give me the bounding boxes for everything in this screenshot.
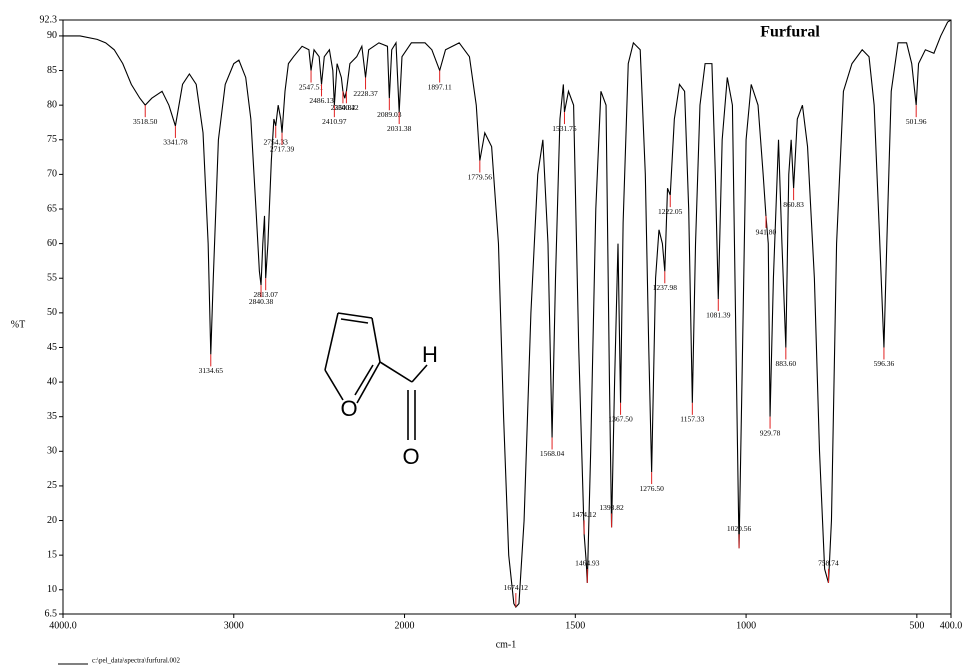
structure	[324, 312, 428, 440]
peak-label: 1020.56	[727, 524, 752, 533]
y-tick-label: 25	[47, 480, 57, 491]
peak-label: 1897.11	[428, 82, 452, 91]
peak-label: 1464.93	[575, 559, 600, 568]
bond	[411, 364, 428, 383]
peak-label: 2754.33	[264, 138, 289, 147]
peak-label: 883.60	[776, 359, 797, 368]
peak-label: 1157.33	[680, 415, 704, 424]
x-tick-label: 1000	[736, 620, 756, 631]
atom-label: H	[422, 342, 438, 367]
y-tick-label: 35	[47, 411, 57, 422]
peak-label: 1367.50	[608, 415, 633, 424]
peak-label: 758.74	[818, 559, 839, 568]
bond	[324, 369, 344, 401]
y-tick-label: 80	[47, 99, 57, 110]
peak-label: 3518.50	[133, 117, 158, 126]
y-tick-label: 90	[47, 30, 57, 41]
peak-label: 1568.04	[540, 449, 565, 458]
y-tick-label: 65	[47, 203, 57, 214]
bond	[371, 317, 381, 363]
bond	[379, 361, 413, 383]
peak-label: 1222.05	[658, 207, 683, 216]
bond	[340, 318, 369, 324]
x-tick-label: 400.0	[940, 620, 963, 631]
peak-label: 929.78	[760, 428, 781, 437]
x-tick-label: 1500	[565, 620, 585, 631]
spectrum-line	[63, 19, 952, 609]
y-tick-label: 15	[47, 549, 57, 560]
y-tick-label: 60	[47, 238, 57, 249]
chart-title: Furfural	[760, 24, 820, 41]
y-tick-label: 75	[47, 134, 57, 145]
peak-label: 2547.51	[299, 82, 324, 91]
peak-label: 1393.82	[599, 503, 624, 512]
peak-label: 2840.38	[249, 297, 274, 306]
x-tick-label: 3000	[224, 620, 244, 631]
peak-label: 501.96	[906, 117, 927, 126]
peak-label: 3134.65	[199, 366, 224, 375]
bond	[324, 312, 339, 371]
peak-label: 1531.75	[552, 124, 577, 133]
peak-label: 1674.12	[504, 583, 529, 592]
y-tick-label: 6.5	[45, 608, 58, 619]
x-tick-label: 2000	[395, 620, 415, 631]
peak-label: 2031.38	[387, 124, 412, 133]
peak-label: 1081.39	[706, 311, 731, 320]
peak-label: 941.80	[756, 228, 777, 237]
y-tick-label: 70	[47, 169, 57, 180]
y-tick-label: 50	[47, 307, 57, 318]
y-tick-label: 55	[47, 273, 57, 284]
y-tick-label: 30	[47, 446, 57, 457]
peak-label: 2813.07	[254, 290, 279, 299]
y-tick-label: 45	[47, 342, 57, 353]
peak-label: 3341.78	[163, 138, 188, 147]
bond	[356, 361, 381, 404]
atom-label: O	[402, 444, 419, 469]
bond	[354, 364, 374, 396]
peak-label: 860.83	[783, 200, 804, 209]
y-tick-label: 92.3	[40, 14, 58, 25]
peak-label: 596.36	[874, 359, 895, 368]
y-tick-label: 85	[47, 65, 57, 76]
peak-label: 2486.13	[309, 96, 334, 105]
y-tick-label: 20	[47, 515, 57, 526]
peak-label: 2360.82	[331, 103, 356, 112]
peak-label: 1474.12	[572, 510, 597, 519]
y-tick-label: 10	[47, 584, 57, 595]
peak-label: 2340.42	[334, 103, 359, 112]
peak-label: 2410.97	[322, 117, 347, 126]
legend-label: c:\pel_data\spectra\furfural.002	[92, 657, 181, 665]
peak-label: 1779.56	[468, 172, 493, 181]
plot-frame	[62, 19, 952, 615]
bond	[337, 312, 373, 319]
atom-label: O	[340, 396, 357, 421]
peak-label: 1276.50	[639, 484, 664, 493]
peak-label: 1237.98	[653, 283, 678, 292]
x-tick-label: 4000.0	[49, 620, 77, 631]
y-axis-label: %T	[11, 319, 25, 330]
peak-label: 2089.03	[377, 110, 402, 119]
x-tick-label: 500	[909, 620, 924, 631]
peak-label: 2228.37	[353, 89, 378, 98]
x-axis-label: cm-1	[496, 639, 517, 650]
peak-label: 2717.39	[270, 145, 295, 154]
y-tick-label: 40	[47, 376, 57, 387]
